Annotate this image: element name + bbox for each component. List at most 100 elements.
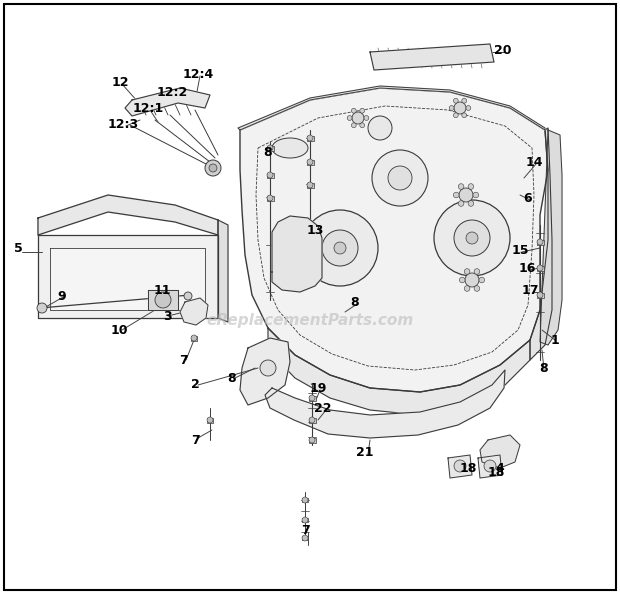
Ellipse shape bbox=[155, 292, 171, 308]
Ellipse shape bbox=[360, 108, 365, 113]
Ellipse shape bbox=[450, 106, 454, 110]
Ellipse shape bbox=[302, 535, 308, 541]
Bar bbox=[267, 172, 273, 178]
Ellipse shape bbox=[479, 277, 485, 283]
Polygon shape bbox=[238, 86, 545, 130]
Ellipse shape bbox=[302, 210, 378, 286]
Bar bbox=[306, 182, 314, 188]
Ellipse shape bbox=[454, 220, 490, 256]
Text: 21: 21 bbox=[356, 446, 374, 459]
Text: 15: 15 bbox=[512, 244, 529, 257]
Text: 17: 17 bbox=[521, 283, 539, 296]
Polygon shape bbox=[38, 235, 218, 318]
Ellipse shape bbox=[464, 286, 470, 291]
Polygon shape bbox=[265, 370, 505, 438]
Ellipse shape bbox=[459, 188, 473, 202]
Ellipse shape bbox=[309, 417, 315, 423]
Ellipse shape bbox=[260, 360, 276, 376]
Ellipse shape bbox=[434, 200, 510, 276]
Polygon shape bbox=[240, 338, 290, 405]
Text: 12:3: 12:3 bbox=[107, 118, 138, 131]
Text: 12:1: 12:1 bbox=[133, 102, 164, 115]
Polygon shape bbox=[148, 290, 178, 310]
Text: 1: 1 bbox=[551, 333, 559, 346]
Text: 6: 6 bbox=[524, 191, 533, 204]
Ellipse shape bbox=[459, 277, 465, 283]
Ellipse shape bbox=[466, 232, 478, 244]
Ellipse shape bbox=[368, 116, 392, 140]
Ellipse shape bbox=[537, 239, 543, 245]
Ellipse shape bbox=[207, 417, 213, 423]
Text: 13: 13 bbox=[306, 223, 324, 236]
Polygon shape bbox=[125, 88, 210, 116]
Ellipse shape bbox=[334, 242, 346, 254]
Bar bbox=[306, 160, 314, 165]
Polygon shape bbox=[478, 455, 502, 478]
Ellipse shape bbox=[309, 395, 315, 401]
Ellipse shape bbox=[347, 116, 352, 121]
Ellipse shape bbox=[453, 113, 458, 118]
Ellipse shape bbox=[352, 112, 364, 124]
Ellipse shape bbox=[372, 150, 428, 206]
Bar bbox=[309, 438, 316, 443]
Text: 5: 5 bbox=[14, 242, 22, 254]
Text: 18: 18 bbox=[459, 462, 477, 475]
Ellipse shape bbox=[37, 303, 47, 313]
Polygon shape bbox=[530, 128, 552, 360]
Bar bbox=[267, 146, 273, 150]
Ellipse shape bbox=[458, 184, 464, 189]
Ellipse shape bbox=[453, 192, 459, 198]
Ellipse shape bbox=[388, 166, 412, 190]
Text: 7: 7 bbox=[190, 434, 200, 447]
Text: 8: 8 bbox=[264, 147, 272, 160]
Text: 7: 7 bbox=[301, 523, 309, 536]
Text: 3: 3 bbox=[164, 309, 172, 323]
Text: 20: 20 bbox=[494, 43, 512, 56]
Bar bbox=[536, 239, 544, 245]
Ellipse shape bbox=[307, 135, 313, 141]
Ellipse shape bbox=[307, 182, 313, 188]
Ellipse shape bbox=[352, 123, 356, 128]
Text: 14: 14 bbox=[525, 156, 542, 169]
Bar bbox=[207, 418, 213, 422]
Ellipse shape bbox=[462, 99, 467, 103]
Ellipse shape bbox=[309, 437, 315, 443]
Ellipse shape bbox=[267, 145, 273, 151]
Text: 9: 9 bbox=[58, 289, 66, 302]
Ellipse shape bbox=[205, 160, 221, 176]
Ellipse shape bbox=[458, 201, 464, 206]
Polygon shape bbox=[218, 220, 228, 322]
Ellipse shape bbox=[360, 123, 365, 128]
Ellipse shape bbox=[468, 201, 474, 206]
Ellipse shape bbox=[272, 138, 308, 158]
Ellipse shape bbox=[322, 230, 358, 266]
Text: 7: 7 bbox=[180, 353, 188, 366]
Bar bbox=[536, 266, 544, 270]
Text: 22: 22 bbox=[314, 402, 332, 415]
Polygon shape bbox=[370, 44, 494, 70]
Bar bbox=[302, 498, 308, 502]
Ellipse shape bbox=[267, 195, 273, 201]
Ellipse shape bbox=[302, 497, 308, 503]
Ellipse shape bbox=[364, 116, 369, 121]
Ellipse shape bbox=[484, 460, 496, 472]
Polygon shape bbox=[480, 435, 520, 468]
Text: 11: 11 bbox=[153, 283, 170, 296]
Ellipse shape bbox=[352, 108, 356, 113]
Bar bbox=[191, 336, 197, 340]
Polygon shape bbox=[240, 88, 548, 392]
Text: 8: 8 bbox=[539, 362, 548, 374]
Ellipse shape bbox=[465, 273, 479, 287]
Ellipse shape bbox=[474, 286, 480, 291]
Ellipse shape bbox=[191, 335, 197, 341]
Ellipse shape bbox=[462, 113, 467, 118]
Bar bbox=[536, 292, 544, 298]
Ellipse shape bbox=[454, 460, 466, 472]
Polygon shape bbox=[448, 455, 472, 478]
Text: 10: 10 bbox=[110, 324, 128, 336]
Text: 4: 4 bbox=[495, 462, 505, 475]
Ellipse shape bbox=[464, 268, 470, 274]
Text: 12: 12 bbox=[111, 75, 129, 89]
Ellipse shape bbox=[468, 184, 474, 189]
Ellipse shape bbox=[473, 192, 479, 198]
